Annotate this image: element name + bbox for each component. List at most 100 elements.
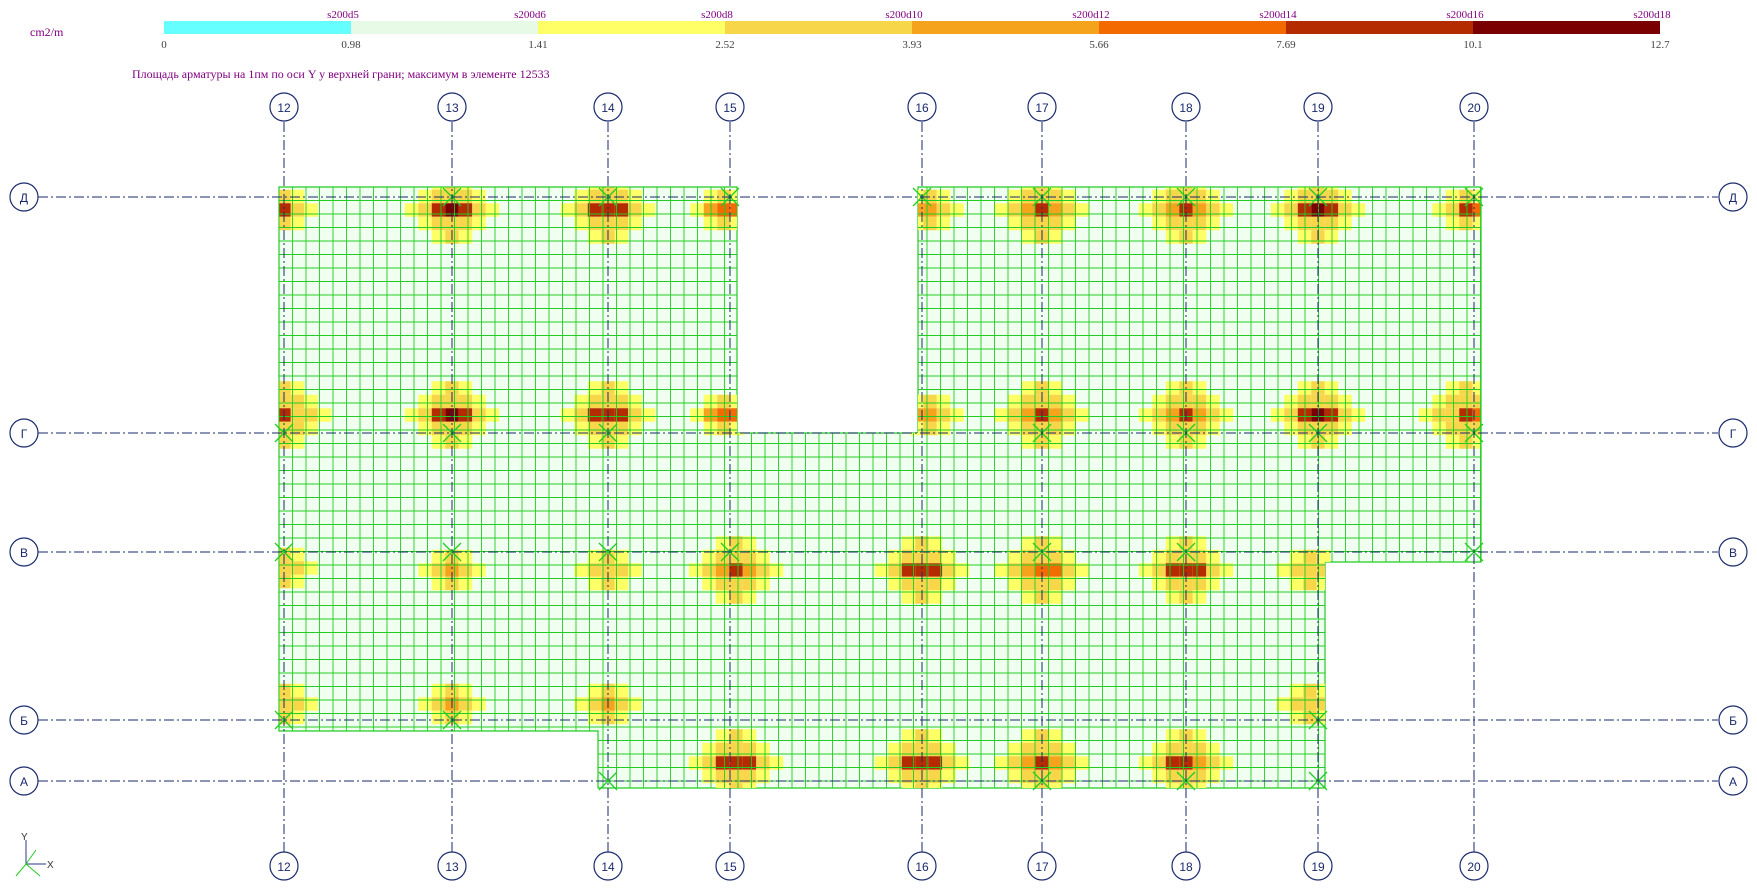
hotspot-cell bbox=[458, 435, 473, 449]
hotspot-cell bbox=[1062, 563, 1076, 577]
hotspot-cell bbox=[264, 684, 278, 698]
hotspot-cell bbox=[445, 187, 459, 190]
hotspot-cell bbox=[614, 563, 629, 577]
hotspot-cell bbox=[1270, 203, 1285, 217]
hotspot-cell bbox=[729, 783, 743, 788]
hotspot-cell bbox=[264, 217, 278, 231]
hotspot-cell bbox=[1418, 408, 1433, 422]
hotspot-cell bbox=[587, 203, 602, 217]
hotspot-cell bbox=[1289, 549, 1304, 564]
hotspot-cell bbox=[1062, 549, 1076, 564]
axis-bubble: 12 bbox=[269, 92, 299, 122]
hotspot-cell bbox=[901, 756, 916, 770]
hotspot-cell bbox=[614, 421, 629, 436]
hotspot-cell bbox=[290, 408, 305, 422]
hotspot-cell bbox=[715, 549, 730, 564]
axis-label: 14 bbox=[601, 860, 615, 874]
legend-swatch-s200d16 bbox=[1286, 21, 1473, 34]
hotspot-cell bbox=[472, 408, 486, 422]
hotspot-cell bbox=[1165, 408, 1180, 422]
hotspot-cell bbox=[715, 769, 730, 784]
hotspot-cell bbox=[279, 710, 291, 725]
hotspot-cell bbox=[1021, 381, 1036, 395]
hotspot-cell bbox=[1311, 203, 1325, 217]
hotspot-cell bbox=[928, 742, 943, 757]
legend-label: s200d16 bbox=[1446, 9, 1484, 21]
hotspot-cell bbox=[742, 756, 757, 770]
hotspot-cell bbox=[1021, 756, 1036, 770]
hotspot-cell bbox=[1338, 394, 1352, 409]
hotspot-cell bbox=[702, 742, 716, 757]
hotspot-cell bbox=[264, 575, 278, 589]
hotspot-cell bbox=[1284, 421, 1298, 436]
hotspot-cell bbox=[1297, 203, 1312, 217]
hotspot-cell bbox=[1324, 421, 1339, 436]
hotspot-cell bbox=[418, 408, 432, 422]
hotspot-cell bbox=[1165, 742, 1180, 757]
hotspot-cell bbox=[1062, 576, 1076, 591]
hotspot-cell bbox=[901, 576, 916, 591]
legend-break-value: 2.52 bbox=[715, 39, 734, 51]
hotspot-cell bbox=[304, 408, 318, 422]
hotspot-cell bbox=[688, 563, 703, 577]
hotspot-cell bbox=[909, 203, 924, 217]
hotspot-cell bbox=[1008, 769, 1022, 784]
axis-bubble: 16 bbox=[907, 92, 937, 122]
hotspot-cell bbox=[1165, 549, 1180, 564]
hotspot-cell bbox=[942, 742, 956, 757]
hotspot-cell bbox=[915, 742, 929, 757]
hotspot-cell bbox=[628, 203, 642, 217]
hotspot-cell bbox=[1021, 549, 1036, 564]
hotspot-cell bbox=[445, 683, 459, 698]
hotspot-cell bbox=[418, 216, 432, 231]
hotspot-cell bbox=[896, 408, 910, 422]
hotspot-cell bbox=[485, 203, 500, 217]
hotspot-cell bbox=[628, 697, 642, 711]
hotspot-cell bbox=[1324, 230, 1339, 244]
hotspot-cell bbox=[1338, 421, 1352, 436]
hotspot-cell bbox=[1276, 563, 1290, 577]
hotspot-cell bbox=[717, 394, 731, 409]
hotspot-cell bbox=[458, 549, 473, 564]
hotspot-cell bbox=[431, 576, 446, 591]
hotspot-cell bbox=[601, 576, 615, 591]
hotspot-cell bbox=[1284, 408, 1298, 422]
hotspot-cell bbox=[901, 536, 916, 550]
hotspot-cell bbox=[756, 576, 770, 591]
hotspot-cell bbox=[1152, 563, 1166, 577]
hotspot-cell bbox=[264, 395, 278, 409]
hotspot-cell bbox=[1219, 203, 1234, 217]
hotspot-cell bbox=[955, 756, 970, 770]
hotspot-cell bbox=[1152, 203, 1166, 217]
hotspot-cell bbox=[628, 421, 642, 436]
hotspot-cell bbox=[1192, 729, 1207, 743]
hotspot-cell bbox=[901, 769, 916, 784]
hotspot-cell bbox=[1165, 576, 1180, 591]
hotspot-cell bbox=[574, 216, 588, 231]
hotspot-cell bbox=[888, 769, 902, 784]
hotspot-cell bbox=[1459, 421, 1473, 436]
hotspot-cell bbox=[1048, 729, 1063, 743]
hotspot-cell bbox=[587, 394, 602, 409]
hotspot-cell bbox=[1284, 189, 1298, 204]
hotspot-cell bbox=[1062, 216, 1076, 231]
hotspot-cell bbox=[431, 203, 446, 217]
hotspot-cell bbox=[1219, 563, 1234, 577]
hotspot-cell bbox=[279, 216, 291, 231]
hotspot-cell bbox=[1035, 783, 1049, 788]
legend-break-value: 0.98 bbox=[341, 39, 361, 51]
axis-bubble: Б bbox=[9, 705, 39, 735]
hotspot-cell bbox=[703, 216, 718, 231]
hotspot-cell bbox=[264, 408, 278, 422]
hotspot-cell bbox=[955, 563, 970, 577]
hotspot-cell bbox=[1472, 381, 1481, 395]
axis-label: Д bbox=[20, 191, 28, 205]
axis-bubble: 17 bbox=[1027, 92, 1057, 122]
hotspot-cell bbox=[756, 756, 770, 770]
hotspot-cell bbox=[628, 216, 642, 231]
hotspot-cell bbox=[909, 408, 924, 422]
axis-label: 16 bbox=[915, 101, 929, 115]
hotspot-cell bbox=[1330, 563, 1344, 577]
hotspot-cell bbox=[717, 216, 731, 231]
hotspot-cell bbox=[1021, 769, 1036, 784]
